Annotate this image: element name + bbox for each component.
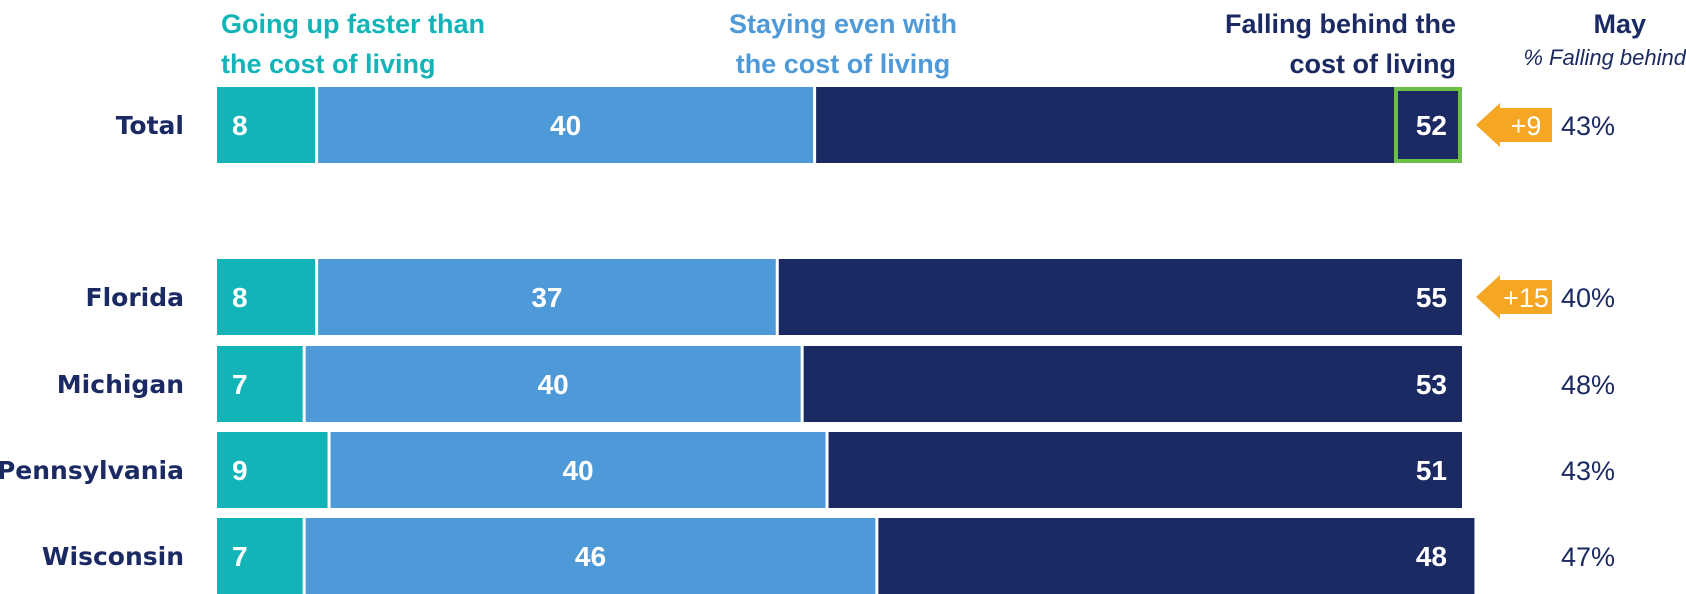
data-label: 8 [232, 110, 248, 141]
bar-segment [329, 432, 828, 508]
may-value: 40% [1561, 283, 1615, 313]
data-label: 8 [232, 282, 248, 313]
category-label: Michigan [57, 370, 184, 399]
legend-staying-even-line1: Staying even with [728, 9, 958, 39]
legend-going-up-line2: the cost of living [221, 49, 436, 79]
data-label: 7 [232, 541, 248, 572]
change-arrow [1476, 275, 1552, 319]
bar-segment [217, 432, 330, 508]
legend-falling-behind-line2: cost of living [1289, 49, 1456, 79]
legend-falling-behind: Falling behind the cost of living [1225, 4, 1456, 84]
legend-falling-behind-line1: Falling behind the [1225, 9, 1456, 39]
may-column-title: May [1593, 9, 1646, 39]
legend-going-up-line1: Going up faster than [221, 9, 486, 39]
bar-segment [217, 259, 317, 335]
data-label: 51 [1416, 455, 1447, 486]
may-value: 43% [1561, 111, 1615, 141]
bar-segment [814, 87, 1462, 163]
data-label: 7 [232, 369, 248, 400]
may-column-subtitle: % Falling behind [1523, 45, 1686, 70]
data-label: 48 [1416, 541, 1447, 572]
category-label: Wisconsin [42, 542, 184, 571]
legend-going-up: Going up faster than the cost of living [221, 4, 485, 84]
data-label: 53 [1416, 369, 1447, 400]
change-label: +15 [1503, 283, 1549, 313]
legend-staying-even: Staying even with the cost of living [708, 4, 978, 84]
category-label: Pennsylvania [0, 456, 184, 485]
bar-segment [304, 518, 877, 594]
bar-segment [217, 346, 305, 422]
bar-segment [802, 346, 1462, 422]
may-value: 47% [1561, 542, 1615, 572]
may-value: 43% [1561, 456, 1615, 486]
change-label: +9 [1511, 111, 1542, 141]
data-label: 40 [550, 110, 581, 141]
data-label: 40 [538, 369, 569, 400]
category-label: Total [116, 111, 184, 140]
data-label: 46 [575, 541, 606, 572]
bar-segment [304, 346, 803, 422]
data-label: 52 [1416, 110, 1447, 141]
bar-segment [876, 518, 1475, 594]
data-label: 55 [1416, 282, 1447, 313]
highlight-box [1394, 87, 1462, 163]
may-value: 48% [1561, 370, 1615, 400]
data-label: 40 [562, 455, 593, 486]
bar-segment [316, 87, 815, 163]
change-arrow [1476, 103, 1552, 147]
data-label: 9 [232, 455, 248, 486]
legend-staying-even-line2: the cost of living [735, 49, 951, 79]
bar-segment [217, 518, 305, 594]
bar-segment [316, 259, 778, 335]
bar-segment [827, 432, 1462, 508]
category-label: Florida [86, 283, 185, 312]
bar-segment [777, 259, 1462, 335]
bar-segment [217, 87, 317, 163]
data-label: 37 [531, 282, 562, 313]
